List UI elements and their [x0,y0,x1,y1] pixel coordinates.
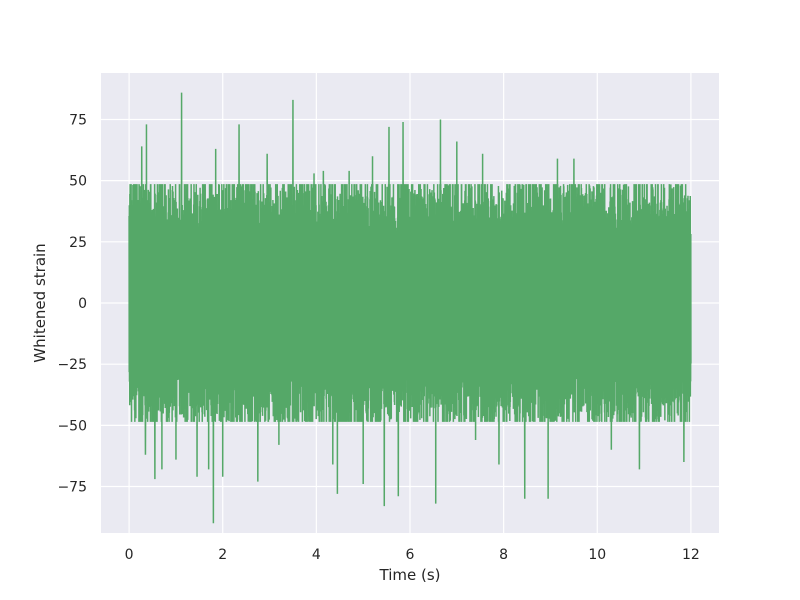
y-tick-label: 75 [69,112,87,128]
y-tick-label: 0 [78,296,87,312]
y-tick-labels: −75 −50 −25 0 25 50 75 [57,112,87,495]
y-tick-label: 50 [69,174,87,190]
series-layer [128,92,692,524]
y-tick-label: 25 [69,235,87,251]
x-tick-label: 2 [218,547,227,563]
y-tick-label: −50 [57,418,87,434]
x-tick-label: 12 [682,547,700,563]
x-tick-label: 4 [312,547,321,563]
strain-series-line [128,92,692,524]
x-tick-label: 6 [406,547,415,563]
x-tick-label: 10 [588,547,606,563]
x-axis-label: Time (s) [379,566,441,584]
x-tick-labels: 0 2 4 6 8 10 12 [125,547,700,563]
y-tick-label: −25 [57,357,87,373]
y-axis-label: Whitened strain [31,243,49,362]
x-tick-label: 0 [125,547,134,563]
y-tick-label: −75 [57,480,87,496]
x-tick-label: 8 [499,547,508,563]
